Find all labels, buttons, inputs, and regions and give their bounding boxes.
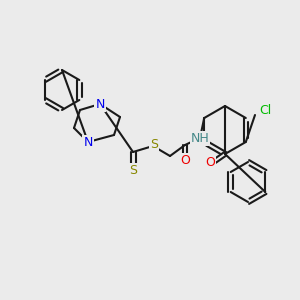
Text: S: S [150, 137, 158, 151]
Text: O: O [180, 154, 190, 166]
Text: O: O [205, 157, 215, 169]
Text: S: S [129, 164, 137, 176]
Text: Cl: Cl [259, 103, 271, 116]
Text: N: N [83, 136, 93, 148]
Text: N: N [95, 98, 105, 110]
Text: NH: NH [190, 131, 209, 145]
